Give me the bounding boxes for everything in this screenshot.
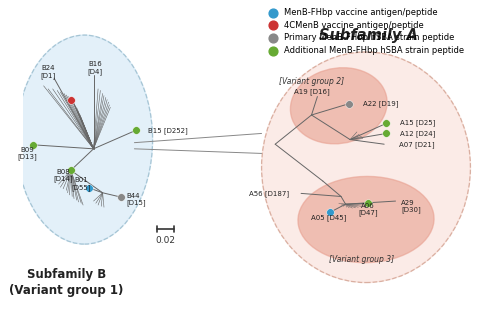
Text: [Variant group 2]: [Variant group 2] [279,77,344,86]
Text: Subfamily A: Subfamily A [319,28,418,43]
Text: A06
[D47]: A06 [D47] [358,203,378,216]
Point [382,131,390,136]
Text: B15 [D252]: B15 [D252] [148,128,188,134]
Text: A05 [D45]: A05 [D45] [310,215,346,221]
Point [345,101,353,106]
Text: B01
[D55]: B01 [D55] [72,177,91,191]
Text: A56 [D187]: A56 [D187] [248,191,289,198]
Text: A22 [D19]: A22 [D19] [363,100,398,107]
Point [67,97,75,102]
Text: A15 [D25]: A15 [D25] [400,119,436,126]
Text: A12 [D24]: A12 [D24] [400,130,436,137]
Text: A07 [D21]: A07 [D21] [399,141,435,147]
Text: B44
[D15]: B44 [D15] [126,193,146,206]
Point [67,168,75,173]
Text: B09
[D13]: B09 [D13] [18,146,38,160]
Text: B24
[D1]: B24 [D1] [40,65,56,79]
Point [364,201,372,206]
Text: A19 [D16]: A19 [D16] [294,88,330,95]
Ellipse shape [16,35,152,244]
Point [117,195,125,200]
Ellipse shape [262,52,470,283]
Point [326,210,334,215]
Text: A29
[D30]: A29 [D30] [401,200,420,213]
Legend: MenB-FHbp vaccine antigen/peptide, 4CMenB vaccine antigen/peptide, Primary MenB-: MenB-FHbp vaccine antigen/peptide, 4CMen… [264,7,465,56]
Point [132,128,140,133]
Text: B16
[D4]: B16 [D4] [88,61,102,75]
Text: [Variant group 3]: [Variant group 3] [329,255,394,264]
Text: Subfamily B
(Variant group 1): Subfamily B (Variant group 1) [9,268,124,297]
Ellipse shape [298,177,434,263]
Point [85,185,93,190]
Text: B08
[D14]: B08 [D14] [54,169,73,182]
Text: 0.02: 0.02 [156,236,176,245]
Point [29,142,37,147]
Point [382,121,390,126]
Ellipse shape [290,68,387,144]
